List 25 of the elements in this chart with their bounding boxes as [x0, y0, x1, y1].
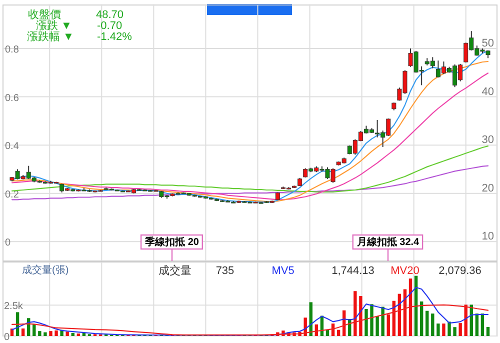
annotation: 季線扣抵 20 [144, 236, 200, 248]
y-tick-label: 50 [482, 37, 494, 50]
annotation: 成交量 [158, 264, 192, 277]
annotation: 735 [216, 265, 234, 277]
annotation: 漲跌 ▼ [36, 20, 72, 32]
y2-tick-label: 0.2 [5, 189, 20, 200]
annotation: 1,744.13 [332, 265, 374, 277]
y-tick-label: 30 [482, 134, 494, 146]
annotation: 48.70 [96, 9, 124, 21]
annotation: 收盤價 [28, 9, 61, 21]
text: MV5 [272, 265, 294, 277]
annotation: -1.42% [97, 31, 132, 43]
y-tick-label: 40 [482, 86, 494, 98]
y-tick-label: 2.5k [4, 301, 24, 312]
annotation: 漲跌幅 ▼ [27, 31, 74, 43]
y-tick-label: 10 [482, 230, 494, 243]
annotation: 月線扣抵 32.4 [356, 236, 420, 248]
y2-tick-label: 0.8 [5, 44, 20, 56]
y2-tick-label: 0.6 [5, 92, 20, 104]
annotation: -0.70 [97, 20, 122, 32]
y-tick-label: 20 [482, 182, 494, 194]
annotation: 2,079.36 [438, 265, 482, 277]
y-axis-title: 成交量(張) [22, 264, 69, 276]
y2-tick-label: 0.4 [5, 141, 20, 152]
text: MV20 [390, 265, 420, 277]
